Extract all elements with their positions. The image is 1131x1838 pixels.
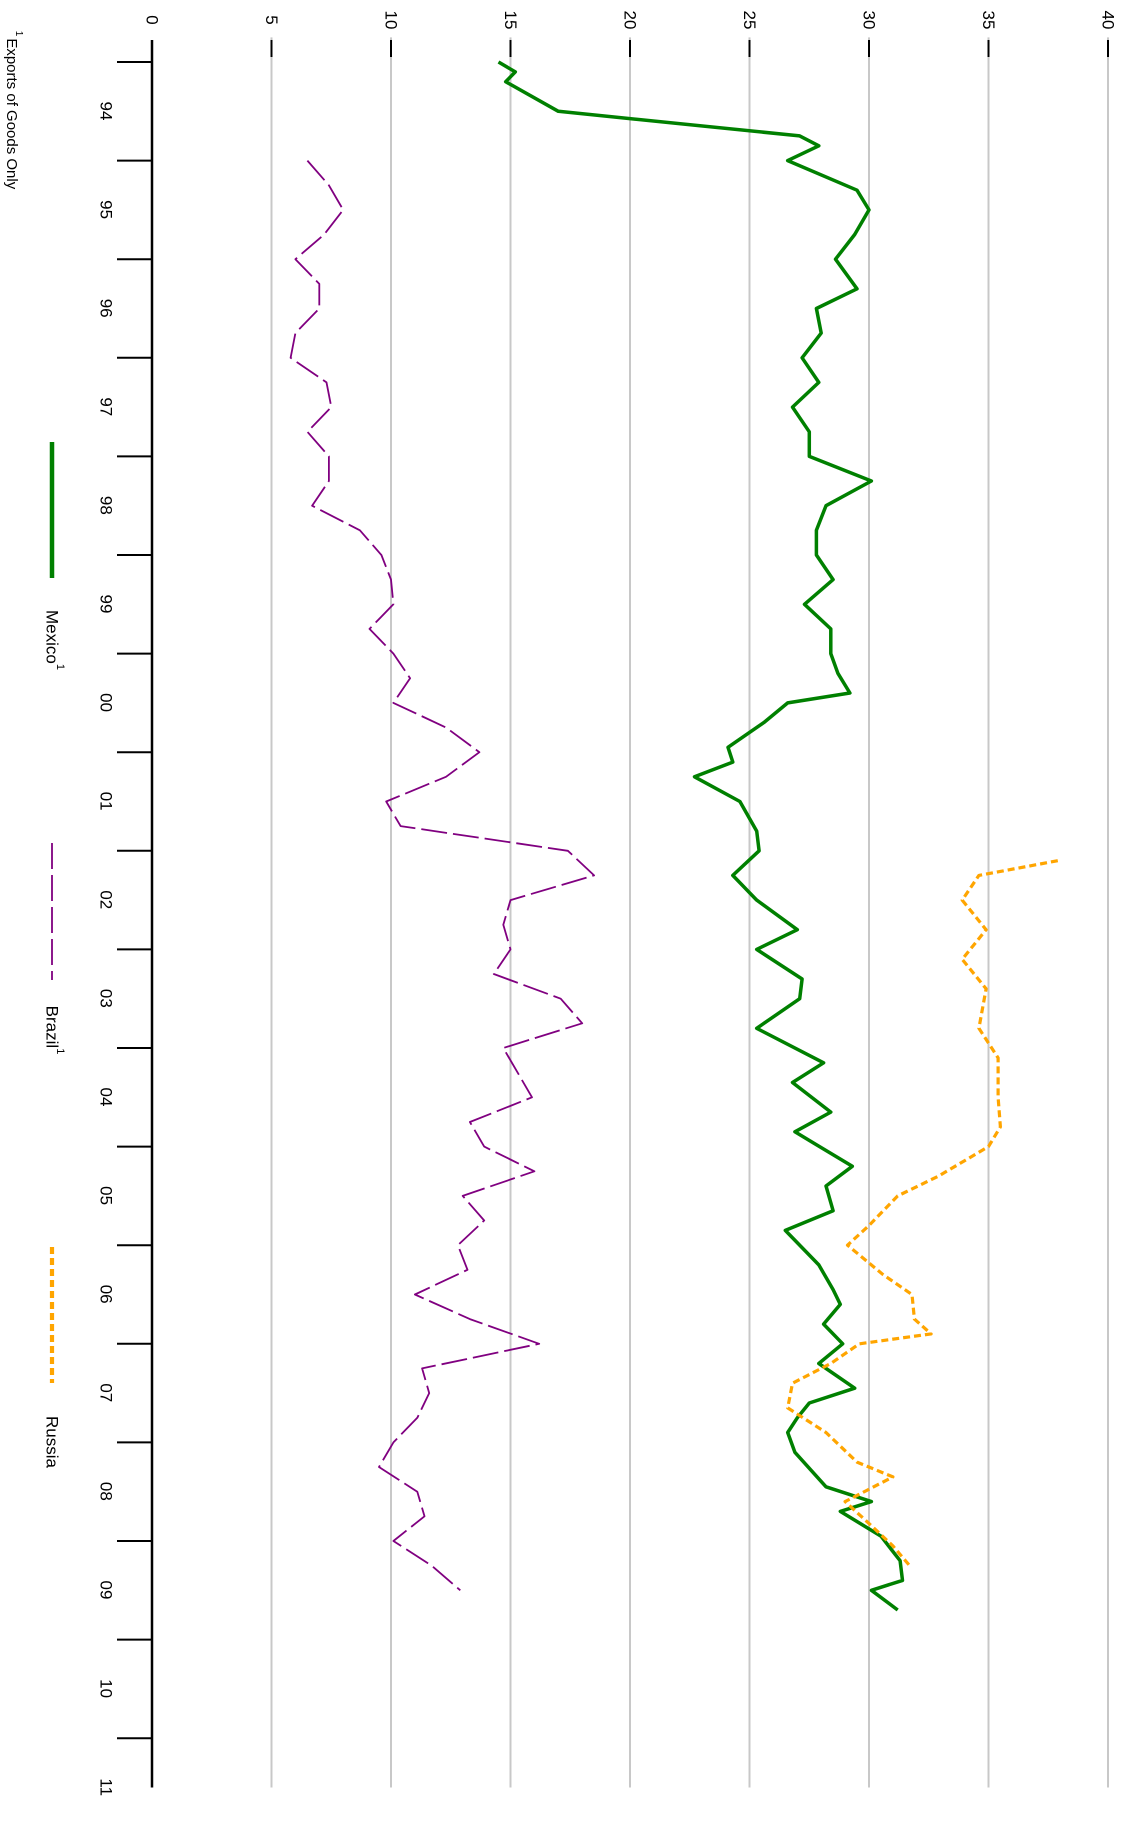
value-tick-label: 0 [143, 15, 162, 24]
value-tick-label: 10 [382, 11, 401, 30]
value-tick-label: 5 [262, 15, 281, 24]
year-tick-label: 09 [97, 1581, 116, 1600]
year-tick-label: 96 [97, 299, 116, 318]
legend-footnote-marker: 1 [54, 1048, 66, 1054]
year-tick-label: 05 [97, 1186, 116, 1205]
legend: Mexico1 Brazil1 Russia [43, 442, 67, 1469]
series-layer [289, 60, 1059, 1612]
value-tick-label: 30 [860, 11, 879, 30]
footnote: 1Exports of Goods Only [4, 31, 25, 190]
series-line-brazil [289, 160, 595, 1591]
year-tick-label: 01 [97, 792, 116, 811]
year-tick-label: 02 [97, 890, 116, 909]
year-tick-label: 04 [97, 1088, 116, 1107]
value-tick-label: 20 [621, 11, 640, 30]
axis-layer: 0 5 10 15 20 25 30 35 40949596979899000102030405… [96, 11, 1117, 1796]
year-tick-label: 99 [97, 595, 116, 614]
year-tick-label: 97 [97, 397, 116, 416]
series-line-russia [786, 859, 1059, 1567]
legend-label-brazil: Brazil1 [43, 1006, 67, 1055]
year-tick-label: 94 [97, 102, 116, 121]
footnote-body: Exports of Goods Only [4, 38, 21, 189]
series-line-mexico [497, 60, 905, 1612]
value-tick-label: 40 [1099, 11, 1118, 30]
value-tick-label: 25 [740, 11, 759, 30]
footnote-marker: 1 [14, 31, 25, 37]
value-tick-label: 15 [501, 11, 520, 30]
value-tick-label: 35 [979, 11, 998, 30]
grid-layer [270, 37, 1109, 1788]
year-tick-label: 95 [97, 200, 116, 219]
legend-label-mexico: Mexico1 [43, 610, 67, 670]
year-tick-label: 98 [96, 496, 115, 515]
footnote-text: 1Exports of Goods Only [4, 31, 25, 190]
year-tick-label: 07 [97, 1383, 116, 1402]
year-tick-label: 03 [97, 989, 116, 1008]
year-tick-label: 10 [97, 1679, 116, 1698]
legend-label-russia: Russia [43, 1416, 62, 1469]
legend-footnote-marker: 1 [54, 664, 66, 670]
year-tick-label: 06 [97, 1285, 116, 1304]
year-tick-label: 00 [97, 693, 116, 712]
year-tick-label: 08 [97, 1482, 116, 1501]
year-tick-label: 11 [97, 1778, 116, 1796]
